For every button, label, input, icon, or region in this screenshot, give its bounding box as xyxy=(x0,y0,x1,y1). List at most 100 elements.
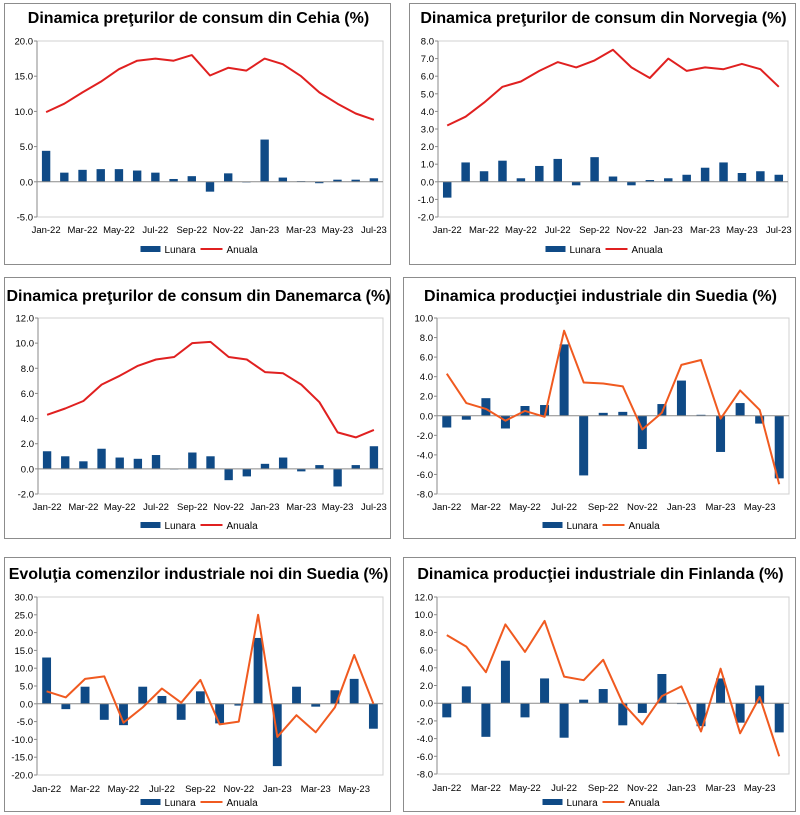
bar-lunara xyxy=(442,703,452,718)
chart-title: Dinamica producţiei industriale din Finl… xyxy=(417,566,783,583)
bar-lunara xyxy=(132,170,142,182)
bar-lunara xyxy=(195,691,205,704)
bar-lunara xyxy=(716,415,726,452)
legend-swatch-lunara xyxy=(545,246,566,252)
x-tick-label: Jul-22 xyxy=(545,225,571,236)
bar-lunara xyxy=(627,181,636,186)
bar-lunara xyxy=(716,678,726,704)
chart-suedia-industrial-production: Dinamica producţiei industriale din Sued… xyxy=(415,288,790,532)
bar-lunara xyxy=(618,703,628,726)
bar-lunara xyxy=(292,686,301,704)
x-tick-label: Nov-22 xyxy=(616,225,647,236)
y-tick-label: 5.0 xyxy=(20,142,33,153)
legend-label-lunara: Lunara xyxy=(567,521,599,532)
y-tick-label: 1.0 xyxy=(421,160,434,171)
x-tick-label: Jan-23 xyxy=(654,225,683,236)
x-tick-label: Sep-22 xyxy=(579,225,610,236)
x-tick-label: May-23 xyxy=(744,502,776,513)
y-tick-label: 8.0 xyxy=(420,628,433,639)
y-tick-label: 7.0 xyxy=(421,54,434,65)
y-tick-label: 12.0 xyxy=(415,593,434,604)
bar-lunara xyxy=(42,451,52,469)
legend-swatch-lunara xyxy=(542,799,563,805)
bar-lunara xyxy=(756,171,765,182)
line-anuala xyxy=(46,340,375,439)
bar-lunara xyxy=(498,160,507,182)
bar-lunara xyxy=(97,448,106,469)
bar-lunara xyxy=(224,173,233,182)
y-tick-label: 6.0 xyxy=(420,646,433,657)
y-tick-label: 10.0 xyxy=(415,314,434,325)
x-tick-label: Mar-22 xyxy=(471,502,501,513)
bar-lunara xyxy=(224,468,233,481)
bar-lunara xyxy=(260,139,269,182)
line-anuala xyxy=(445,329,781,485)
y-tick-label: -2.0 xyxy=(417,431,433,442)
bar-lunara xyxy=(637,415,647,450)
x-tick-label: Jan-22 xyxy=(33,502,62,513)
bar-lunara xyxy=(151,172,160,182)
x-tick-label: May-22 xyxy=(509,783,541,794)
x-tick-label: May-23 xyxy=(744,783,776,794)
bar-lunara xyxy=(618,411,628,416)
bar-lunara xyxy=(579,699,589,704)
x-tick-label: May-22 xyxy=(104,502,136,513)
y-tick-label: -6.0 xyxy=(417,470,433,481)
y-tick-label: 30.0 xyxy=(15,593,34,604)
bar-lunara xyxy=(242,468,251,477)
y-tick-label: 2.0 xyxy=(420,392,433,403)
bar-lunara xyxy=(719,162,728,182)
bar-lunara xyxy=(598,689,608,704)
bar-lunara xyxy=(78,169,87,182)
x-tick-label: Sep-22 xyxy=(588,502,619,513)
y-tick-label: 4.0 xyxy=(420,663,433,674)
bar-lunara xyxy=(333,179,342,182)
y-tick-label: 0.0 xyxy=(20,699,33,710)
bar-lunara xyxy=(461,162,470,182)
bar-lunara xyxy=(234,703,244,706)
y-tick-label: -20.0 xyxy=(11,771,33,782)
bar-lunara xyxy=(735,403,745,416)
bar-lunara xyxy=(315,181,324,184)
x-tick-label: Mar-23 xyxy=(286,225,316,236)
bar-lunara xyxy=(481,398,491,416)
legend-swatch-lunara xyxy=(140,246,161,252)
bar-lunara xyxy=(559,703,569,738)
bar-lunara xyxy=(500,660,510,704)
y-tick-label: -8.0 xyxy=(417,770,433,781)
y-tick-label: -6.0 xyxy=(417,752,433,763)
x-tick-label: Jul-23 xyxy=(766,225,792,236)
chart-suedia-new-orders: Evoluţia comenzilor industriale noi din … xyxy=(9,566,389,809)
chart-title: Dinamica preţurilor de consum din Norveg… xyxy=(420,10,786,27)
bar-lunara xyxy=(297,468,306,472)
bar-lunara xyxy=(188,452,197,469)
x-tick-label: Jan-22 xyxy=(32,784,61,795)
bar-lunara xyxy=(657,673,667,704)
bar-lunara xyxy=(540,678,550,704)
bar-lunara xyxy=(205,181,215,192)
x-tick-label: Jan-23 xyxy=(667,783,696,794)
bar-lunara xyxy=(311,703,321,707)
y-tick-label: 0.0 xyxy=(21,464,34,475)
bar-lunara xyxy=(559,344,569,416)
bar-lunara xyxy=(176,703,186,720)
x-tick-label: May-22 xyxy=(509,502,541,513)
x-tick-label: Jul-22 xyxy=(149,784,175,795)
bar-lunara xyxy=(278,177,288,182)
x-tick-label: Mar-23 xyxy=(706,783,736,794)
chart-panel-norvegia-cpi: Dinamica preţurilor de consum din Norveg… xyxy=(409,3,796,265)
chart-panel-suedia-new-orders: Evoluţia comenzilor industriale noi din … xyxy=(4,557,391,812)
bar-lunara xyxy=(571,181,581,186)
x-tick-label: Sep-22 xyxy=(176,225,207,236)
chart-norvegia-cpi: Dinamica preţurilor de consum din Norveg… xyxy=(418,10,792,256)
x-tick-label: Mar-22 xyxy=(471,783,501,794)
y-tick-label: 4.0 xyxy=(421,107,434,118)
x-tick-label: Nov-22 xyxy=(213,225,244,236)
y-tick-label: 20.0 xyxy=(15,37,34,48)
bar-lunara xyxy=(608,176,618,182)
bar-lunara xyxy=(479,171,489,182)
y-tick-label: 8.0 xyxy=(421,37,434,48)
bar-lunara xyxy=(368,703,378,729)
y-tick-label: 4.0 xyxy=(420,372,433,383)
y-tick-label: 25.0 xyxy=(15,610,34,621)
